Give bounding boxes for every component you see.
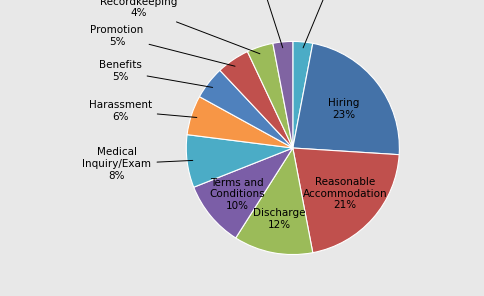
Text: Discharge
12%: Discharge 12% bbox=[253, 208, 305, 230]
Wedge shape bbox=[187, 97, 293, 148]
Text: Terms and
Conditions
10%: Terms and Conditions 10% bbox=[209, 178, 265, 211]
Wedge shape bbox=[199, 70, 293, 148]
Wedge shape bbox=[273, 41, 293, 148]
Text: Hiring
23%: Hiring 23% bbox=[328, 98, 359, 120]
Text: Wages
3%: Wages 3% bbox=[243, 0, 283, 48]
Text: Reasonable
Accommodation
21%: Reasonable Accommodation 21% bbox=[302, 177, 387, 210]
Text: Recordkeeping
4%: Recordkeeping 4% bbox=[100, 0, 260, 54]
Wedge shape bbox=[186, 135, 293, 187]
Wedge shape bbox=[293, 43, 399, 155]
Text: Assignment
3%: Assignment 3% bbox=[299, 0, 361, 48]
Text: Medical
Inquiry/Exam
8%: Medical Inquiry/Exam 8% bbox=[82, 147, 193, 181]
Text: Promotion
5%: Promotion 5% bbox=[91, 25, 235, 66]
Wedge shape bbox=[220, 52, 293, 148]
Text: Harassment
6%: Harassment 6% bbox=[89, 100, 197, 121]
Text: Benefits
5%: Benefits 5% bbox=[99, 60, 212, 87]
Wedge shape bbox=[247, 43, 293, 148]
Wedge shape bbox=[293, 148, 399, 253]
Wedge shape bbox=[194, 148, 293, 238]
Wedge shape bbox=[293, 41, 313, 148]
Wedge shape bbox=[236, 148, 313, 255]
